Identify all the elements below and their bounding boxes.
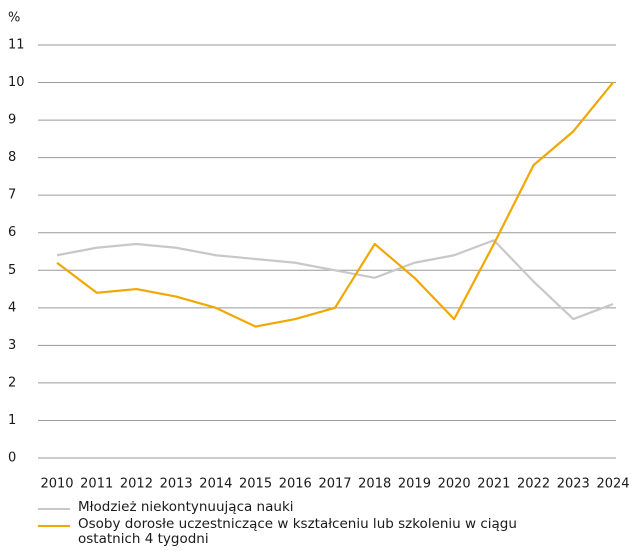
y-tick-label: 0	[8, 451, 16, 466]
legend-swatch	[38, 525, 70, 527]
y-tick-label: 8	[8, 150, 16, 165]
series-line	[56, 239, 614, 321]
legend-label: Osoby dorosłe uczestniczące w kształceni…	[78, 516, 517, 547]
y-tick-label: 3	[8, 338, 16, 353]
legend-item: Osoby dorosłe uczestniczące w kształceni…	[38, 517, 628, 547]
x-tick-label: 2024	[596, 477, 629, 492]
y-tick-label: 6	[8, 225, 16, 240]
y-tick-label: 1	[8, 413, 16, 428]
y-tick-label: 4	[8, 300, 16, 315]
x-tick-label: 2018	[358, 477, 391, 492]
y-tick-label: 5	[8, 263, 16, 278]
x-tick-label: 2015	[239, 477, 272, 492]
x-tick-label: 2023	[557, 477, 590, 492]
x-tick-label: 2011	[80, 477, 113, 492]
y-unit-label: %	[8, 11, 20, 26]
legend-item: Młodzież niekontynuująca nauki	[38, 500, 628, 515]
y-tick-label: 9	[8, 113, 16, 128]
legend: Młodzież niekontynuująca nauki Osoby doro…	[38, 500, 628, 549]
x-tick-label: 2020	[438, 477, 471, 492]
x-tick-label: 2012	[120, 477, 153, 492]
y-tick-label: 2	[8, 375, 16, 390]
x-tick-label: 2016	[279, 477, 312, 492]
x-tick-label: 2022	[517, 477, 550, 492]
series-line	[56, 81, 614, 328]
y-tick-label: 11	[8, 38, 25, 53]
x-tick-label: 2013	[160, 477, 193, 492]
y-tick-label: 10	[8, 75, 25, 90]
x-tick-label: 2021	[477, 477, 510, 492]
legend-label: Młodzież niekontynuująca nauki	[78, 499, 294, 515]
x-tick-label: 2014	[199, 477, 232, 492]
x-tick-label: 2017	[318, 477, 351, 492]
x-tick-label: 2010	[40, 477, 73, 492]
y-tick-label: 7	[8, 188, 16, 203]
x-tick-label: 2019	[398, 477, 431, 492]
legend-swatch	[38, 508, 70, 510]
chart: % 0 1 2 3 4 5 6 7 8 9 10 11 2010 2011 2012 2013 2014 2015…	[8, 11, 630, 492]
